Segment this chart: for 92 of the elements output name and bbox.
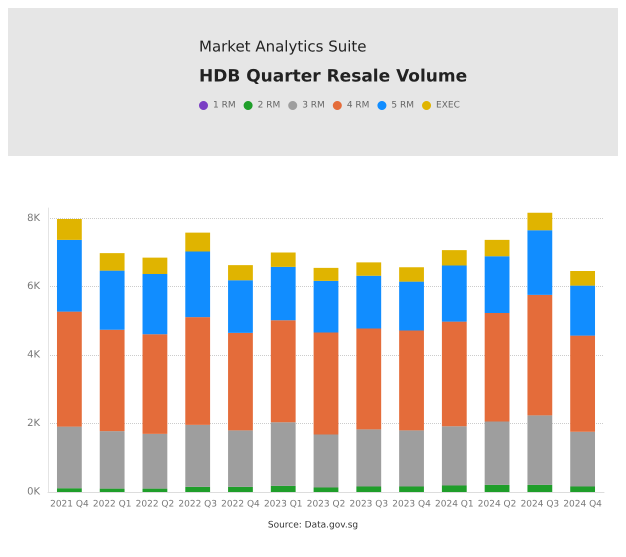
bar (314, 268, 338, 281)
y-tick-label: 2K (27, 418, 40, 430)
x-tick-label: 2024 Q2 (478, 500, 516, 510)
x-tick-label: 2024 Q4 (563, 500, 602, 510)
y-tick-label: 4K (27, 350, 40, 361)
bar (570, 486, 596, 492)
bar (356, 429, 382, 487)
legend-label: 1 RM (213, 100, 236, 110)
bar (442, 322, 467, 426)
bar (399, 267, 424, 282)
bar (56, 488, 82, 492)
y-tick-label: 8K (27, 212, 40, 224)
bar (228, 280, 253, 333)
bar (442, 426, 467, 486)
bar (270, 422, 296, 486)
bar (185, 251, 210, 318)
x-tick-label: 2023 Q4 (392, 500, 432, 510)
source-note: Source: Data.gov.sg (268, 520, 358, 530)
bar (314, 488, 338, 492)
bar (527, 484, 552, 492)
bar (399, 430, 424, 487)
bar (570, 286, 596, 336)
bar (314, 280, 338, 333)
bar (484, 313, 510, 422)
bar (142, 258, 168, 274)
bar (270, 266, 296, 320)
bar (185, 232, 210, 252)
bar (484, 484, 510, 492)
bar (142, 274, 168, 334)
bar (527, 230, 552, 295)
bar (100, 270, 125, 330)
bar (142, 488, 168, 492)
bar (56, 240, 82, 312)
bar (270, 320, 296, 422)
y-tick-label: 6K (27, 281, 40, 292)
bar (356, 276, 382, 328)
legend-label: 3 RM (302, 100, 325, 110)
bar (228, 486, 253, 492)
bar (56, 218, 82, 240)
x-tick-label: 2022 Q2 (136, 500, 174, 510)
bar (484, 256, 510, 314)
x-tick-label: 2021 Q4 (50, 500, 89, 510)
bar (142, 334, 168, 434)
bar (527, 415, 552, 485)
bar (56, 312, 82, 427)
bar (185, 486, 210, 492)
bar (185, 317, 210, 425)
bar (228, 430, 253, 487)
x-tick-label: 2024 Q3 (520, 500, 560, 510)
bar (228, 265, 253, 280)
bar (100, 431, 125, 489)
x-tick-label: 2022 Q3 (178, 500, 217, 510)
bar (442, 486, 467, 492)
bar (570, 432, 596, 487)
bar (228, 332, 253, 430)
bar (399, 486, 424, 492)
x-tick-label: 2022 Q1 (92, 500, 132, 510)
bar (484, 240, 510, 256)
x-tick-label: 2024 Q1 (435, 500, 474, 510)
bar (527, 212, 552, 230)
legend-label: EXEC (436, 100, 460, 110)
bar (442, 265, 467, 322)
bar (314, 434, 338, 488)
bar (356, 486, 382, 492)
y-tick-label: 0K (27, 486, 40, 498)
legend-label: 5 RM (391, 100, 414, 110)
bar (100, 330, 125, 432)
bar (185, 424, 210, 487)
legend-label: 4 RM (346, 100, 370, 110)
x-tick-label: 2023 Q1 (264, 500, 303, 510)
bar (314, 332, 338, 435)
bar (356, 262, 382, 276)
bar (100, 253, 125, 271)
legend-label: 2 RM (258, 100, 280, 110)
bar (270, 252, 296, 267)
bar (100, 488, 125, 492)
bar (399, 330, 424, 430)
bar (570, 270, 596, 286)
bar (399, 282, 424, 330)
bar (570, 336, 596, 432)
bar (484, 422, 510, 485)
bar (442, 250, 467, 266)
x-tick-label: 2023 Q3 (349, 500, 388, 510)
x-tick-label: 2023 Q2 (306, 500, 346, 510)
bar (356, 328, 382, 430)
chart-title: HDB Quarter Resale Volume (199, 66, 468, 86)
x-tick-label: 2022 Q4 (221, 500, 260, 510)
bar (270, 486, 296, 492)
bar (56, 426, 82, 488)
bar (527, 294, 552, 416)
bar (142, 434, 168, 489)
chart-subtitle: Market Analytics Suite (199, 38, 367, 56)
